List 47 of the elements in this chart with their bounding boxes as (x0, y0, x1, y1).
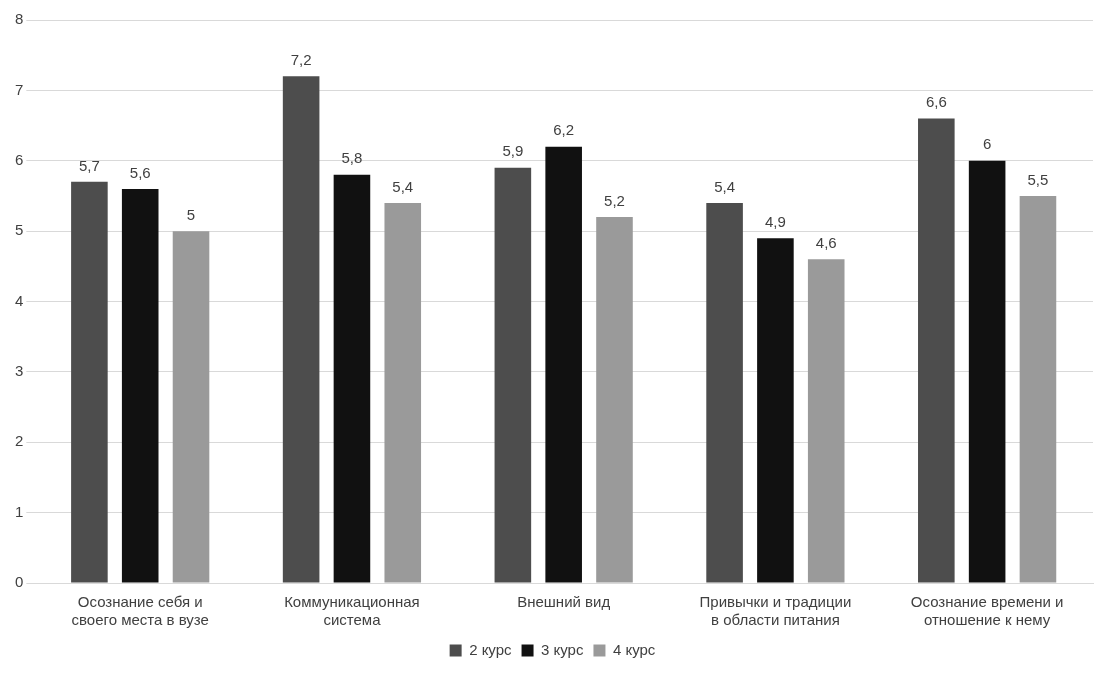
bar (172, 231, 210, 583)
bar (706, 202, 743, 583)
y-tick-label: 7 (15, 80, 24, 98)
data-label: 5,8 (341, 149, 363, 167)
y-tick-label: 5 (15, 221, 24, 239)
y-tick-label: 4 (15, 291, 24, 309)
data-label: 6,2 (553, 121, 575, 139)
bar (596, 217, 633, 583)
x-tick-label: Внешний вид (517, 593, 611, 611)
data-label: 4,6 (815, 233, 837, 251)
data-label: 5,7 (78, 156, 100, 174)
data-label: 6 (982, 135, 992, 153)
x-tick-label: Привычки и традиции в области питания (699, 593, 852, 629)
data-label: 5,9 (502, 142, 524, 160)
bar (121, 188, 159, 583)
bar (1019, 195, 1057, 583)
data-label: 6,6 (925, 93, 947, 111)
bar (968, 160, 1006, 583)
y-tick-label: 1 (15, 502, 24, 520)
bar (494, 167, 532, 583)
bar (918, 118, 955, 583)
bar (71, 181, 108, 583)
bar (545, 146, 582, 583)
legend-label: 2 курс (469, 640, 513, 658)
y-tick-label: 8 (15, 10, 24, 28)
y-tick-label: 3 (15, 362, 24, 380)
data-label: 5 (186, 205, 196, 223)
y-tick-label: 0 (15, 573, 24, 591)
y-tick-label: 2 (15, 432, 24, 450)
data-label: 4,9 (764, 212, 786, 230)
bar (333, 174, 371, 583)
bar (807, 259, 845, 583)
x-tick-label: Осознание себя и своего места в вузе (71, 593, 209, 629)
y-tick-label: 6 (15, 150, 24, 168)
legend-label: 4 курс (612, 640, 656, 658)
x-tick-label: Коммуникационная система (284, 593, 420, 629)
data-label: 7,2 (290, 50, 312, 68)
data-label: 5,5 (1027, 170, 1049, 188)
data-label: 5,2 (604, 191, 625, 209)
data-label: 5,4 (714, 177, 736, 195)
x-tick-label: Осознание времени и отношение к нему (910, 593, 1064, 629)
data-label: 5,6 (129, 163, 151, 181)
data-label: 5,4 (392, 177, 414, 195)
bar (384, 202, 422, 583)
bar (282, 76, 320, 583)
bar (757, 238, 794, 583)
legend-label: 3 курс (541, 640, 584, 658)
